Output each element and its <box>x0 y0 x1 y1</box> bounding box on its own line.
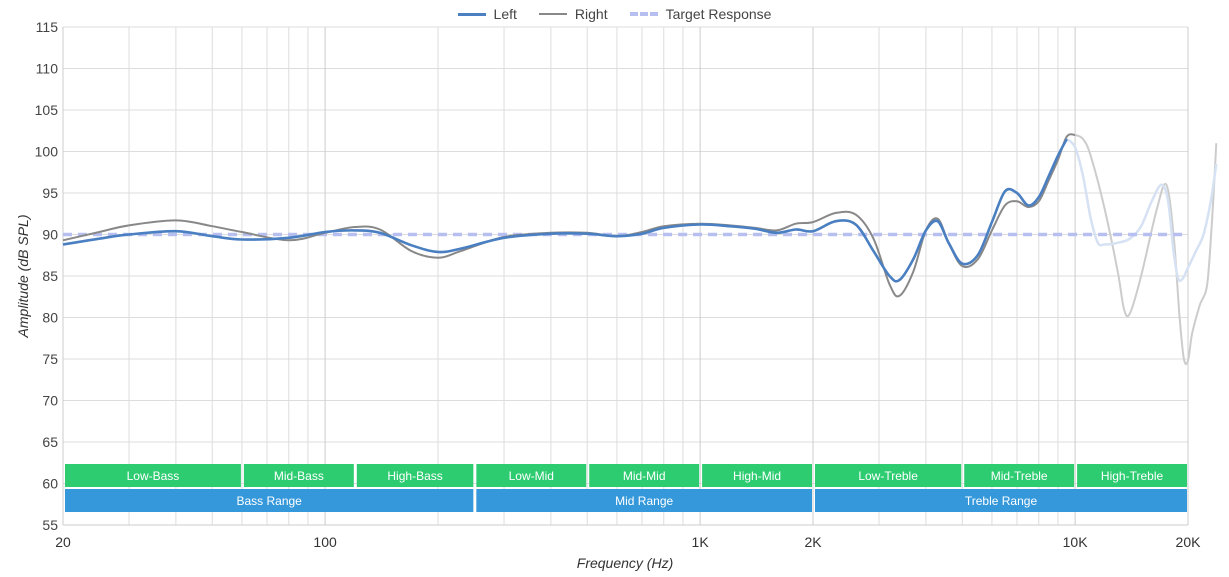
series-right-faded-tail <box>1075 135 1216 364</box>
band-label-low-mid: Low-Mid <box>509 469 554 483</box>
band-label-mid-mid: Mid-Mid <box>623 469 666 483</box>
frequency-bands: Low-Bass Mid-Bass High-Bass Low-Mid Mid-Mid H… <box>65 464 1187 512</box>
grid <box>63 27 1188 525</box>
x-axis-label: Frequency (Hz) <box>577 555 673 571</box>
band-label-bass-range: Bass Range <box>236 494 302 508</box>
x-tick-label: 20K <box>1176 534 1202 550</box>
y-tick-label: 115 <box>36 19 59 35</box>
band-label-mid-bass: Mid-Bass <box>274 469 324 483</box>
x-tick-label: 20 <box>55 534 71 550</box>
y-tick-label: 80 <box>42 310 58 326</box>
y-axis-ticks: 55 60 65 70 75 80 85 90 95 100 105 110 115 <box>35 19 59 533</box>
series-lines <box>63 134 1216 364</box>
y-tick-label: 70 <box>42 393 58 409</box>
band-label-mid-treble: Mid-Treble <box>991 469 1048 483</box>
y-tick-label: 85 <box>42 268 58 284</box>
band-label-high-bass: High-Bass <box>387 469 442 483</box>
band-label-treble-range: Treble Range <box>965 494 1038 508</box>
y-tick-label: 65 <box>42 434 58 450</box>
series-left-faded-tail <box>1067 139 1217 281</box>
y-tick-label: 55 <box>42 517 58 533</box>
x-tick-label: 100 <box>313 534 337 550</box>
x-axis-ticks: 20 100 1K 2K 10K 20K <box>55 534 1201 550</box>
y-tick-label: 60 <box>42 476 58 492</box>
x-tick-label: 1K <box>692 534 710 550</box>
y-tick-label: 75 <box>42 351 58 367</box>
y-tick-label: 100 <box>35 144 59 160</box>
x-tick-label: 10K <box>1063 534 1089 550</box>
y-axis-label: Amplitude (dB SPL) <box>15 215 31 339</box>
series-right <box>63 134 1075 296</box>
y-tick-label: 105 <box>35 102 59 118</box>
y-tick-label: 95 <box>42 185 58 201</box>
x-tick-label: 2K <box>804 534 822 550</box>
band-label-low-bass: Low-Bass <box>127 469 180 483</box>
y-tick-label: 90 <box>42 227 58 243</box>
y-tick-label: 110 <box>36 61 59 77</box>
band-label-mid-range: Mid Range <box>615 494 673 508</box>
band-label-high-mid: High-Mid <box>733 469 781 483</box>
frequency-response-chart: Low-Bass Mid-Bass High-Bass Low-Mid Mid-Mid H… <box>0 0 1229 577</box>
band-label-low-treble: Low-Treble <box>858 469 918 483</box>
band-label-high-treble: High-Treble <box>1101 469 1164 483</box>
